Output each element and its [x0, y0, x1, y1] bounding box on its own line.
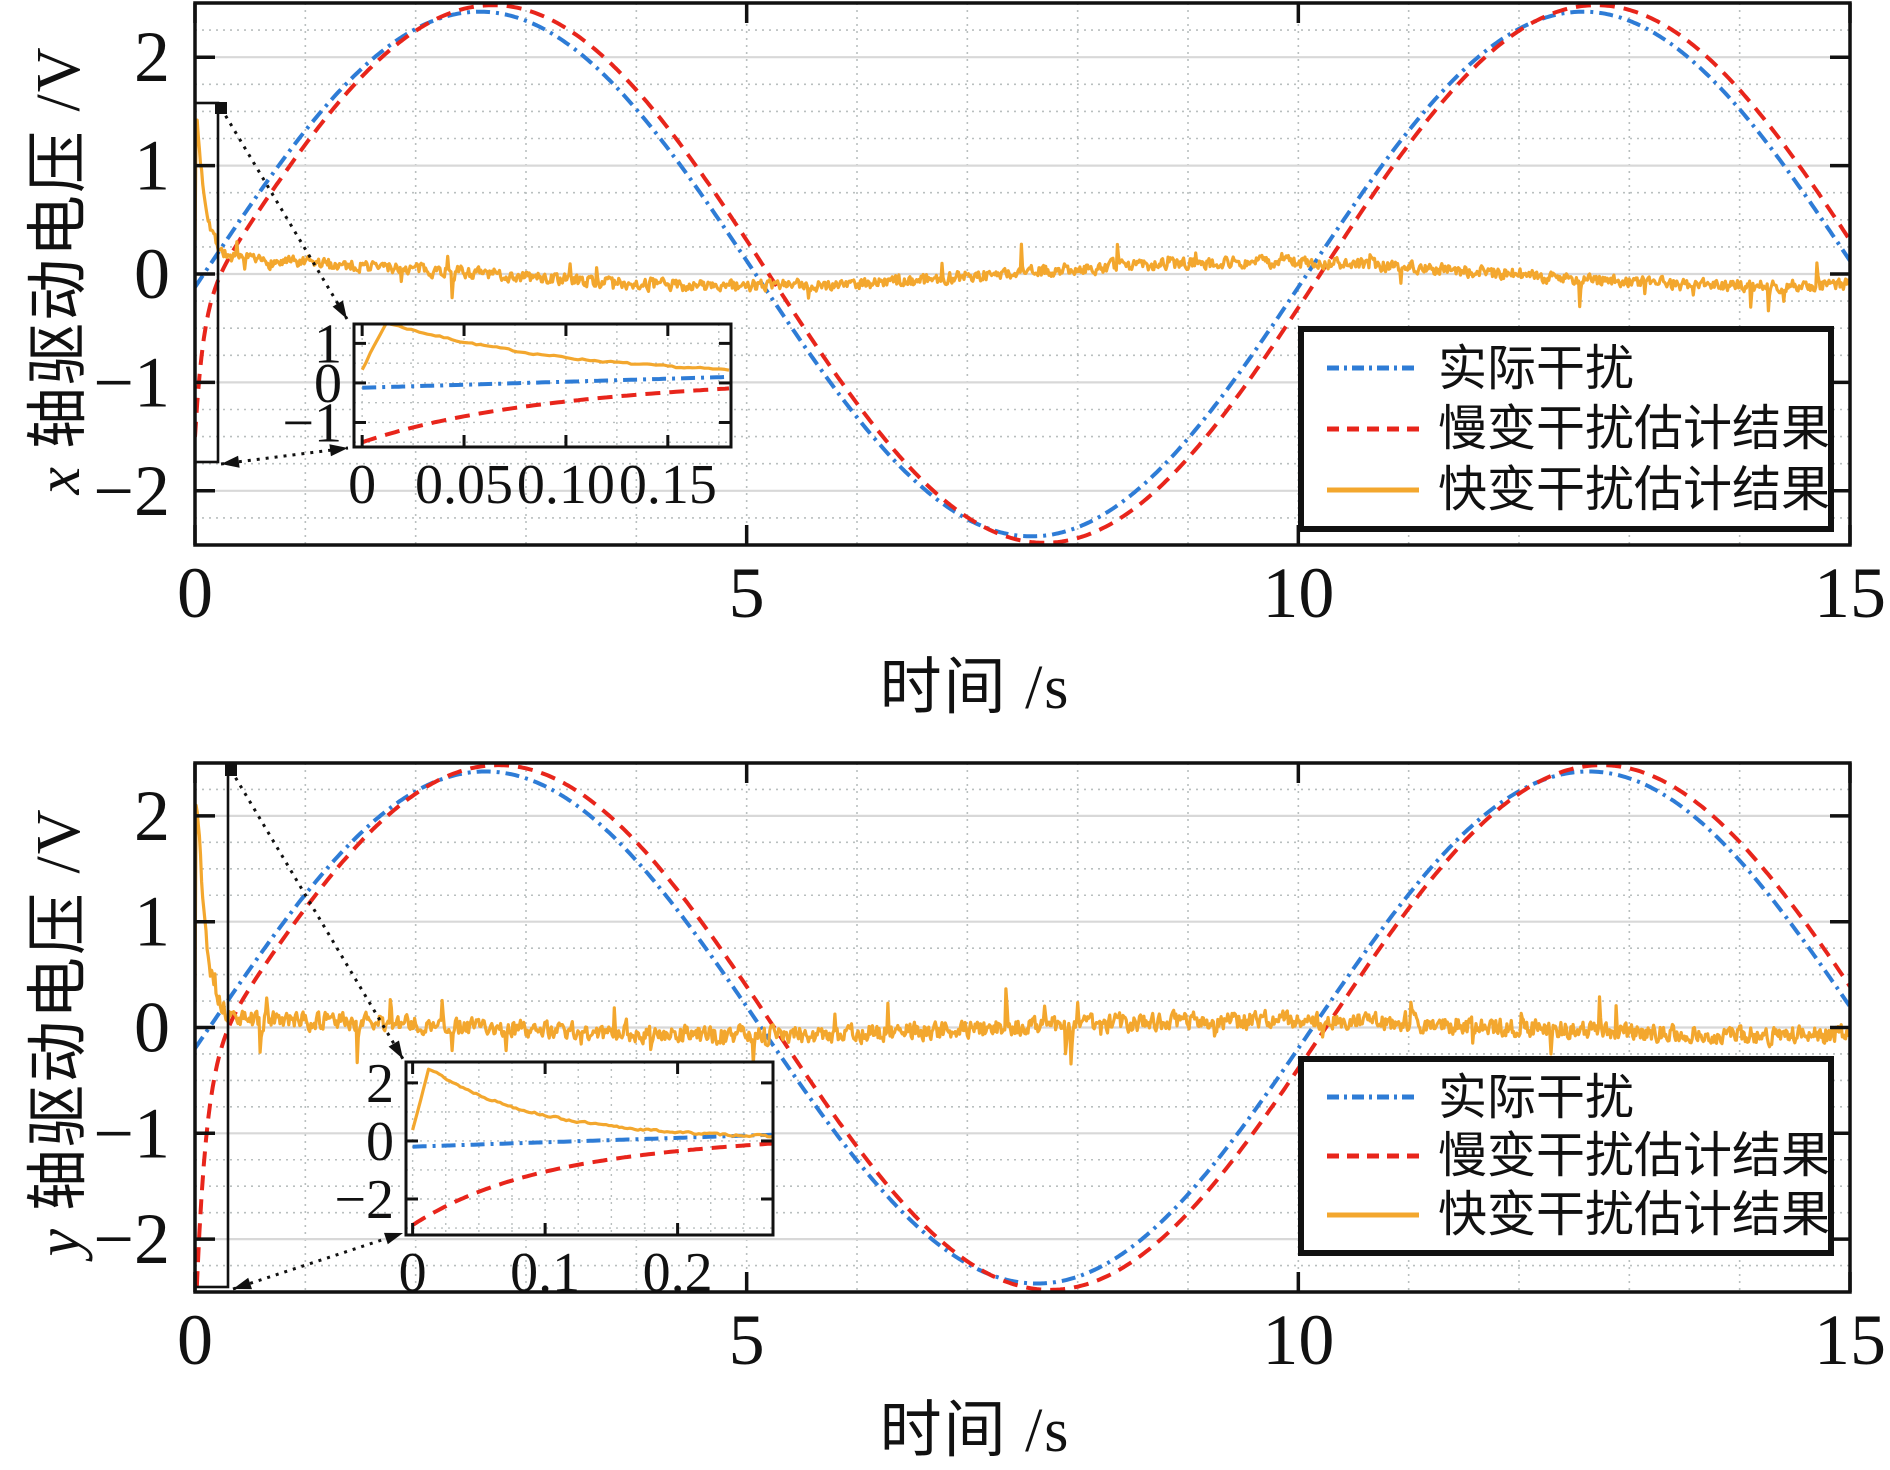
x-tick-label: 5 — [729, 1300, 765, 1380]
series-curves — [195, 3, 1850, 545]
top-plot-x-axis-label: 时间 /s — [879, 654, 1071, 722]
legend-item-slow-estimate: 慢变干扰估计结果 — [1324, 404, 1830, 453]
y-tick-label: 2 — [134, 776, 170, 856]
inset-x-tick-label: 0.15 — [619, 454, 717, 516]
series-actual-disturbance — [195, 769, 1850, 1286]
y-tick-label: 1 — [134, 126, 170, 206]
legend-item-actual-disturbance: 实际干扰 — [1324, 344, 1818, 393]
y-tick-label: −2 — [93, 451, 170, 531]
legend-line-dashed-icon — [1327, 1153, 1419, 1159]
legend-line-solid-icon — [1327, 487, 1419, 493]
inset-y-tick-label: 0 — [314, 353, 342, 415]
inset-series-actual-disturbance — [362, 374, 730, 390]
y-tick-label: −1 — [93, 342, 170, 422]
inset-zoom-plot: 0 0.1 0.220−2 — [334, 1053, 775, 1304]
inset-x-tick-label: 0 — [399, 1242, 427, 1304]
y-tick-label: 0 — [134, 234, 170, 314]
y-axis-label-text: 轴驱动电压 /V — [25, 807, 93, 1211]
inset-series-slow-disturbance-estimate — [411, 1141, 773, 1227]
top-plot-y-axis-label: x 轴驱动电压 /V — [7, 45, 97, 494]
inset-x-tick-label: 0 — [348, 454, 376, 516]
y-axis-label-text: 轴驱动电压 /V — [25, 45, 93, 449]
x-tick-label: 10 — [1262, 553, 1334, 633]
y-tick-label: 1 — [134, 882, 170, 962]
legend-label: 实际干扰 — [1438, 1069, 1635, 1125]
legend-label: 慢变干扰估计结果 — [1438, 401, 1831, 457]
legend-item-fast-estimate: 快变干扰估计结果 — [1324, 1190, 1830, 1239]
inset-y-tick-label: −2 — [334, 1169, 394, 1231]
legend-label: 快变干扰估计结果 — [1438, 1187, 1831, 1243]
x-tick-label: 10 — [1262, 1300, 1334, 1380]
inset-y-tick-label: 1 — [314, 313, 342, 375]
legend-item-fast-estimate: 快变干扰估计结果 — [1324, 465, 1830, 514]
legend-label: 实际干扰 — [1438, 340, 1635, 396]
zoom-region-callout — [193, 761, 405, 1291]
inset-x-tick-label: 0.1 — [510, 1242, 580, 1304]
series-fast-disturbance-estimate — [195, 118, 1850, 313]
bottom-plot-legend: 实际干扰 慢变干扰估计结果 快变干扰估计结果 — [1298, 1056, 1834, 1256]
series-actual-disturbance — [195, 9, 1850, 539]
y-axis-variable: y — [25, 1226, 93, 1257]
y-tick-label: 0 — [134, 988, 170, 1068]
legend-line-dashdot-icon — [1327, 1094, 1419, 1100]
legend-item-actual-disturbance: 实际干扰 — [1324, 1073, 1818, 1122]
legend-label: 快变干扰估计结果 — [1438, 462, 1831, 518]
legend-label: 慢变干扰估计结果 — [1438, 1128, 1831, 1184]
top-plot-legend: 实际干扰 慢变干扰估计结果 快变干扰估计结果 — [1298, 326, 1834, 532]
series-fast-disturbance-estimate — [195, 803, 1850, 1066]
inset-x-tick-label: 0.10 — [517, 454, 615, 516]
legend-line-solid-icon — [1327, 1212, 1419, 1218]
x-tick-label: 0 — [177, 553, 213, 633]
inset-y-tick-label: −1 — [282, 392, 342, 454]
x-tick-label: 5 — [729, 553, 765, 633]
legend-line-dashed-icon — [1327, 426, 1419, 432]
inset-y-tick-label: 2 — [366, 1053, 394, 1115]
bottom-plot-y-axis-label: y 轴驱动电压 /V — [7, 807, 97, 1256]
series-slow-disturbance-estimate — [195, 763, 1850, 1292]
zoom-region-callout — [193, 101, 349, 468]
inset-x-tick-label: 0.2 — [643, 1242, 713, 1304]
y-axis-variable: x — [25, 464, 93, 495]
legend-line-dashdot-icon — [1327, 365, 1419, 371]
y-tick-label: −2 — [93, 1199, 170, 1279]
x-tick-label: 0 — [177, 1300, 213, 1380]
inset-x-tick-label: 0.05 — [415, 454, 513, 516]
inset-series-fast-disturbance-estimate — [360, 324, 730, 372]
inset-series-fast-disturbance-estimate — [411, 1067, 773, 1139]
series-curves — [195, 763, 1850, 1292]
x-tick-label: 15 — [1814, 553, 1886, 633]
inset-y-tick-label: 0 — [366, 1111, 394, 1173]
x-tick-label: 15 — [1814, 1300, 1886, 1380]
y-tick-label: −1 — [93, 1093, 170, 1173]
series-slow-disturbance-estimate — [195, 3, 1850, 545]
y-tick-label: 2 — [134, 17, 170, 97]
bottom-plot-x-axis-label: 时间 /s — [879, 1397, 1071, 1465]
legend-item-slow-estimate: 慢变干扰估计结果 — [1324, 1131, 1830, 1180]
inset-series-actual-disturbance — [412, 1132, 773, 1149]
